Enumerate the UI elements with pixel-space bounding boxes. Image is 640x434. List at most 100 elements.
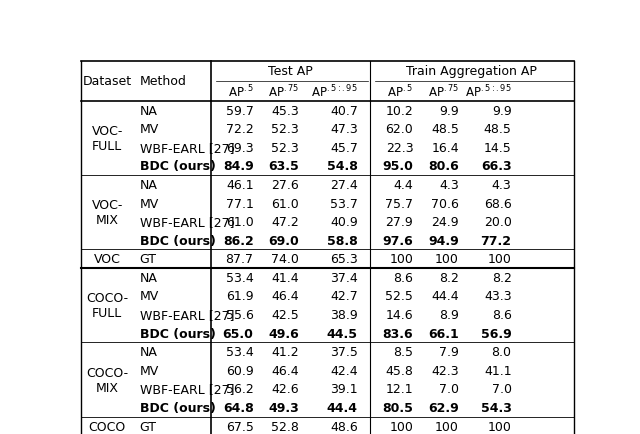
- Text: GT: GT: [140, 420, 157, 433]
- Text: 69.3: 69.3: [226, 141, 253, 155]
- Text: BDC (ours): BDC (ours): [140, 401, 216, 414]
- Text: 64.8: 64.8: [223, 401, 253, 414]
- Text: 66.3: 66.3: [481, 160, 511, 173]
- Text: 44.4: 44.4: [327, 401, 358, 414]
- Text: 80.5: 80.5: [383, 401, 413, 414]
- Text: WBF-EARL [27]: WBF-EARL [27]: [140, 141, 234, 155]
- Text: 52.3: 52.3: [271, 123, 300, 136]
- Text: 56.2: 56.2: [226, 382, 253, 395]
- Text: 37.4: 37.4: [330, 271, 358, 284]
- Text: BDC (ours): BDC (ours): [140, 234, 216, 247]
- Text: 20.0: 20.0: [484, 216, 511, 229]
- Text: BDC (ours): BDC (ours): [140, 160, 216, 173]
- Text: 8.2: 8.2: [439, 271, 459, 284]
- Text: 100: 100: [435, 420, 459, 433]
- Text: 94.9: 94.9: [428, 234, 459, 247]
- Text: 44.5: 44.5: [327, 327, 358, 340]
- Text: 84.9: 84.9: [223, 160, 253, 173]
- Text: 42.6: 42.6: [271, 382, 300, 395]
- Text: MV: MV: [140, 290, 159, 303]
- Text: 8.6: 8.6: [492, 308, 511, 321]
- Text: 65.3: 65.3: [330, 253, 358, 266]
- Text: 14.5: 14.5: [484, 141, 511, 155]
- Text: 8.2: 8.2: [492, 271, 511, 284]
- Text: 55.6: 55.6: [226, 308, 253, 321]
- Text: NA: NA: [140, 104, 157, 117]
- Text: WBF-EARL [27]: WBF-EARL [27]: [140, 308, 234, 321]
- Text: 42.3: 42.3: [431, 364, 459, 377]
- Text: NA: NA: [140, 178, 157, 191]
- Text: 52.5: 52.5: [385, 290, 413, 303]
- Text: 8.0: 8.0: [492, 345, 511, 358]
- Text: BDC (ours): BDC (ours): [140, 327, 216, 340]
- Text: 47.2: 47.2: [271, 216, 300, 229]
- Text: AP$^{.75}$: AP$^{.75}$: [428, 84, 459, 100]
- Text: 48.6: 48.6: [330, 420, 358, 433]
- Text: 49.3: 49.3: [269, 401, 300, 414]
- Text: 70.6: 70.6: [431, 197, 459, 210]
- Text: 22.3: 22.3: [386, 141, 413, 155]
- Text: 4.3: 4.3: [492, 178, 511, 191]
- Text: 45.7: 45.7: [330, 141, 358, 155]
- Text: 58.8: 58.8: [327, 234, 358, 247]
- Text: 52.3: 52.3: [271, 141, 300, 155]
- Text: COCO-
MIX: COCO- MIX: [86, 366, 129, 394]
- Text: 62.0: 62.0: [385, 123, 413, 136]
- Text: 14.6: 14.6: [386, 308, 413, 321]
- Text: Train Aggregation AP: Train Aggregation AP: [406, 65, 537, 78]
- Text: 52.8: 52.8: [271, 420, 300, 433]
- Text: AP$^{.5}$: AP$^{.5}$: [387, 84, 413, 100]
- Text: Dataset: Dataset: [83, 75, 132, 88]
- Text: 9.9: 9.9: [439, 104, 459, 117]
- Text: 69.0: 69.0: [269, 234, 300, 247]
- Text: AP$^{.5:.95}$: AP$^{.5:.95}$: [465, 84, 511, 100]
- Text: 100: 100: [389, 253, 413, 266]
- Text: MV: MV: [140, 123, 159, 136]
- Text: 62.9: 62.9: [428, 401, 459, 414]
- Text: 41.1: 41.1: [484, 364, 511, 377]
- Text: 38.9: 38.9: [330, 308, 358, 321]
- Text: 45.3: 45.3: [271, 104, 300, 117]
- Text: 7.0: 7.0: [439, 382, 459, 395]
- Text: 61.0: 61.0: [271, 197, 300, 210]
- Text: 8.9: 8.9: [439, 308, 459, 321]
- Text: 100: 100: [488, 253, 511, 266]
- Text: 75.7: 75.7: [385, 197, 413, 210]
- Text: 60.9: 60.9: [226, 364, 253, 377]
- Text: 42.5: 42.5: [271, 308, 300, 321]
- Text: COCO-
FULL: COCO- FULL: [86, 292, 129, 319]
- Text: Test AP: Test AP: [268, 65, 313, 78]
- Text: VOC: VOC: [94, 253, 121, 266]
- Text: 53.7: 53.7: [330, 197, 358, 210]
- Text: WBF-EARL [27]: WBF-EARL [27]: [140, 382, 234, 395]
- Text: 46.4: 46.4: [271, 290, 300, 303]
- Text: 48.5: 48.5: [484, 123, 511, 136]
- Text: 41.4: 41.4: [271, 271, 300, 284]
- Text: 61.9: 61.9: [226, 290, 253, 303]
- Text: AP$^{.75}$: AP$^{.75}$: [268, 84, 300, 100]
- Text: 74.0: 74.0: [271, 253, 300, 266]
- Text: 8.6: 8.6: [394, 271, 413, 284]
- Text: 54.3: 54.3: [481, 401, 511, 414]
- Text: 47.3: 47.3: [330, 123, 358, 136]
- Text: 53.4: 53.4: [226, 271, 253, 284]
- Text: Method: Method: [140, 75, 186, 88]
- Text: 77.2: 77.2: [481, 234, 511, 247]
- Text: MV: MV: [140, 364, 159, 377]
- Text: 12.1: 12.1: [386, 382, 413, 395]
- Text: 100: 100: [488, 420, 511, 433]
- Text: 16.4: 16.4: [431, 141, 459, 155]
- Text: 10.2: 10.2: [385, 104, 413, 117]
- Text: 83.6: 83.6: [383, 327, 413, 340]
- Text: 27.4: 27.4: [330, 178, 358, 191]
- Text: 45.8: 45.8: [385, 364, 413, 377]
- Text: 40.9: 40.9: [330, 216, 358, 229]
- Text: NA: NA: [140, 271, 157, 284]
- Text: 44.4: 44.4: [431, 290, 459, 303]
- Text: 53.4: 53.4: [226, 345, 253, 358]
- Text: 43.3: 43.3: [484, 290, 511, 303]
- Text: 41.2: 41.2: [271, 345, 300, 358]
- Text: 56.9: 56.9: [481, 327, 511, 340]
- Text: 8.5: 8.5: [394, 345, 413, 358]
- Text: 100: 100: [435, 253, 459, 266]
